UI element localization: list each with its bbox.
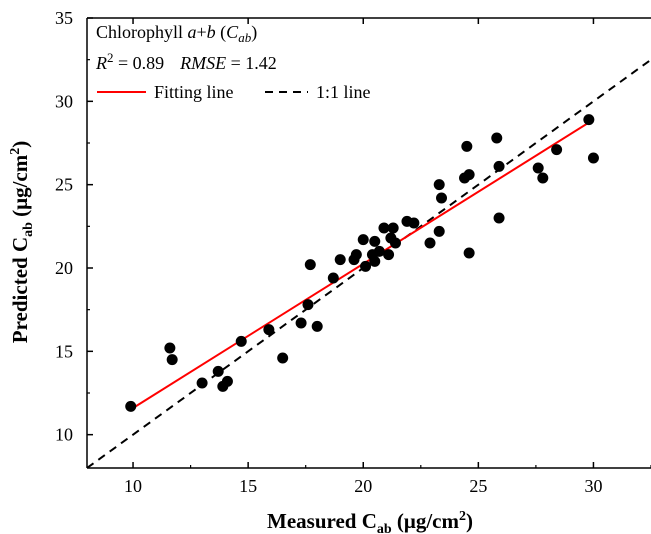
legend-label-identity-line: 1:1 line <box>316 82 371 102</box>
data-point <box>360 260 372 272</box>
data-point <box>304 259 316 271</box>
legend-label-fitting-line: Fitting line <box>154 82 234 102</box>
data-point <box>295 317 307 329</box>
data-point <box>387 222 399 234</box>
data-point <box>433 225 445 237</box>
data-point <box>125 400 137 412</box>
data-point <box>327 272 339 284</box>
data-point <box>551 144 563 156</box>
data-point <box>302 299 314 311</box>
data-point <box>196 377 208 389</box>
data-point <box>221 375 233 387</box>
data-point <box>334 254 346 266</box>
annotation-line-1: Chlorophyll a+b (Cab) <box>96 22 257 45</box>
x-axis-title: Measured Cab (μg/cm2) <box>267 509 473 534</box>
legend: Fitting line 1:1 line <box>97 82 371 102</box>
data-point <box>311 320 323 332</box>
annotation-line-2: R2 = 0.89 RMSE = 1.42 <box>95 50 277 73</box>
data-point <box>587 152 599 164</box>
data-point <box>350 249 362 261</box>
x-tick-label: 20 <box>354 476 372 496</box>
data-point <box>461 140 473 152</box>
data-point <box>369 235 381 247</box>
data-point <box>491 132 503 144</box>
data-point <box>357 234 369 246</box>
data-point <box>212 365 224 377</box>
x-tick-label: 25 <box>469 476 487 496</box>
x-tick-label: 10 <box>124 476 142 496</box>
y-tick-label: 35 <box>55 8 73 28</box>
plot-area: 10 15 20 25 30 10 15 20 25 30 35 <box>55 8 651 496</box>
data-point <box>463 169 475 181</box>
data-point <box>424 237 436 249</box>
y-tick-label: 25 <box>55 175 73 195</box>
data-point <box>277 352 289 364</box>
data-point <box>235 335 247 347</box>
y-tick-label: 20 <box>55 258 73 278</box>
data-point <box>408 217 420 229</box>
y-tick-label: 15 <box>55 341 73 361</box>
y-tick-label: 10 <box>55 425 73 445</box>
data-point <box>389 237 401 249</box>
chart-annotation: Chlorophyll a+b (Cab) R2 = 0.89 RMSE = 1.… <box>95 22 277 73</box>
y-axis-title: Predicted Cab (μg/cm2) <box>8 141 36 343</box>
identity-line <box>87 58 651 468</box>
data-point <box>433 179 445 191</box>
data-point <box>493 160 505 172</box>
data-point <box>373 245 385 257</box>
data-point <box>532 162 544 174</box>
x-tick-label: 30 <box>584 476 602 496</box>
data-point <box>166 354 178 366</box>
data-point <box>383 249 395 261</box>
data-point <box>583 114 595 126</box>
data-point <box>436 192 448 204</box>
x-tick-label: 15 <box>239 476 257 496</box>
data-point <box>263 324 275 336</box>
data-point <box>537 172 549 184</box>
data-point <box>164 342 176 354</box>
data-point <box>493 212 505 224</box>
data-point <box>378 222 390 234</box>
y-tick-label: 30 <box>55 91 73 111</box>
data-point <box>463 247 475 259</box>
data-point <box>369 255 381 267</box>
